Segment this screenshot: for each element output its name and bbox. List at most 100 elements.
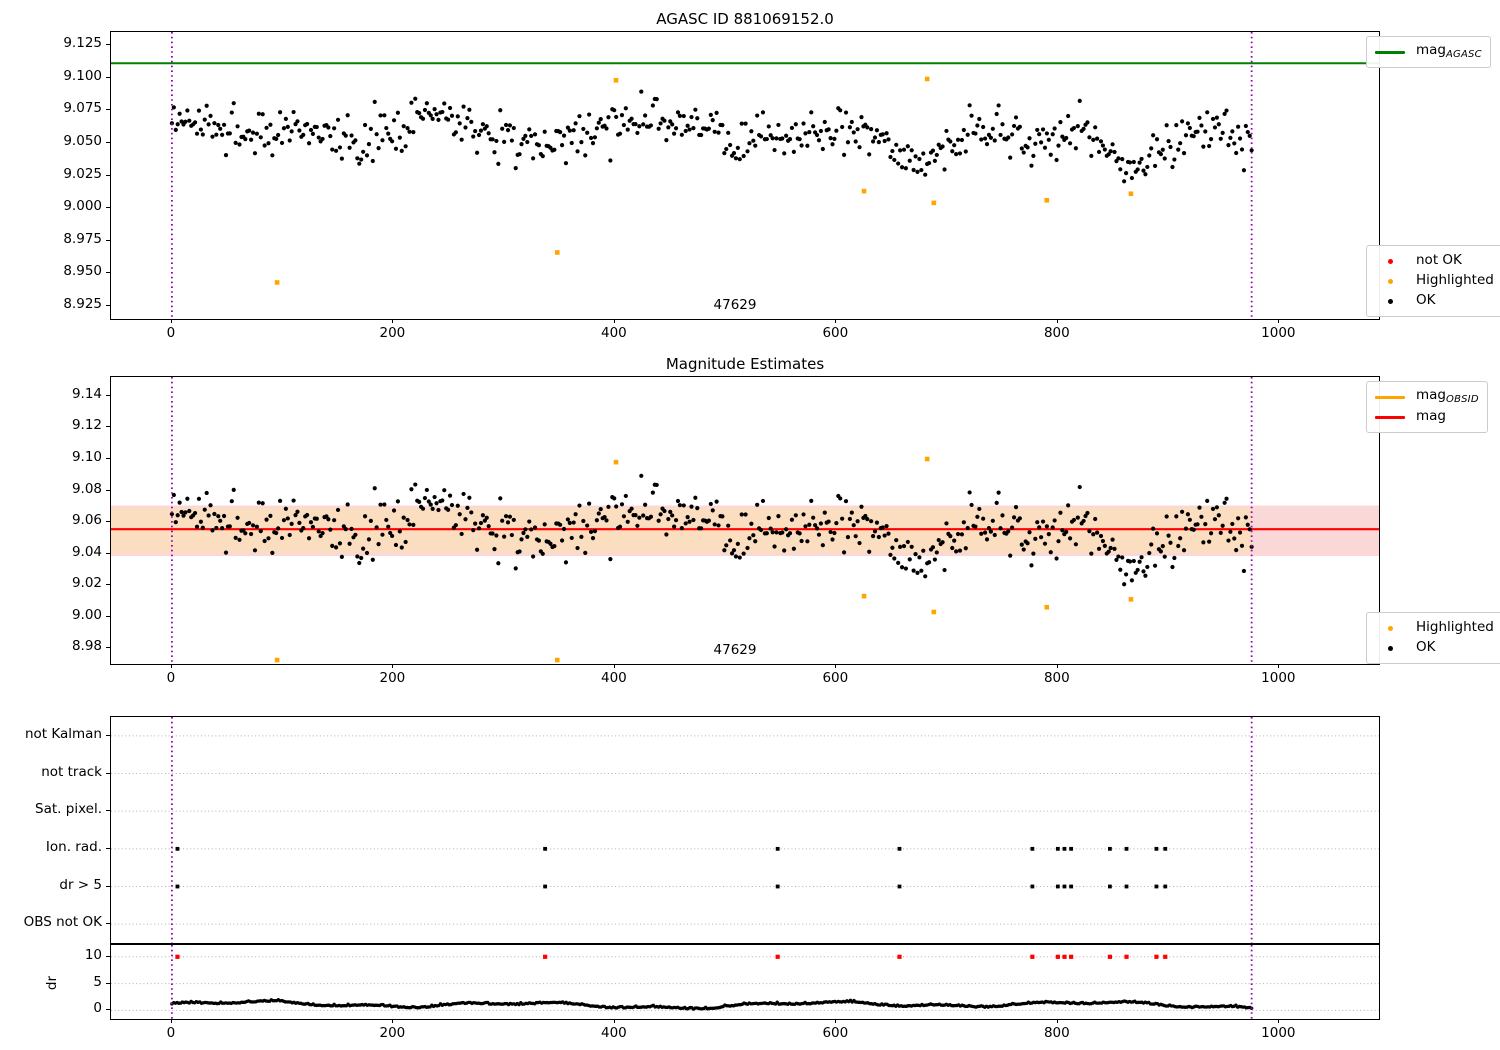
- panel3-category-label: not track: [41, 763, 102, 780]
- legend-label: OK: [1416, 639, 1436, 656]
- panel4-ytick-label: 5: [93, 973, 102, 990]
- panel2-legend-marker-entry[interactable]: Highlighted: [1373, 618, 1494, 638]
- legend-dot-icon: [1373, 645, 1407, 651]
- panel4-axes: [110, 944, 1380, 1020]
- legend-line-swatch: [1375, 395, 1405, 399]
- panel2-xtick-mark: [613, 664, 615, 668]
- legend-dot-swatch: [1387, 258, 1393, 264]
- panel1-ytick-label: 8.925: [63, 295, 102, 312]
- flag-points: [175, 884, 1168, 889]
- panel2-legend-line-entry[interactable]: magOBSID: [1373, 387, 1479, 407]
- legend-line-icon: [1373, 395, 1407, 399]
- legend-line-swatch: [1375, 50, 1405, 54]
- panel2-legend-line-entry[interactable]: mag: [1373, 407, 1479, 427]
- legend-label: Highlighted: [1416, 619, 1494, 636]
- panel2-legend-lines[interactable]: magOBSID mag: [1366, 381, 1488, 433]
- panel2-obsid-annotation: 47629: [713, 642, 757, 658]
- panel2-ytick-label: 9.04: [71, 543, 102, 560]
- panel1-legend-markers[interactable]: not OK Highlighted OK: [1366, 245, 1500, 317]
- panel2-ytick-mark: [106, 489, 110, 491]
- legend-dot-icon: [1373, 258, 1407, 264]
- panel4-xtick-label: 0: [166, 1025, 176, 1041]
- panel1-xtick-mark: [835, 319, 837, 323]
- panel4-xtick-mark: [835, 1019, 837, 1023]
- panel2-ytick-mark: [106, 426, 110, 428]
- panel2-axes: [110, 376, 1380, 665]
- panel2-ok-points: [169, 473, 1254, 587]
- panel3-ytick-mark: [106, 847, 110, 849]
- panel3-ytick-mark: [106, 772, 110, 774]
- legend-dot-swatch: [1387, 298, 1393, 304]
- panel1-xtick-mark: [392, 319, 394, 323]
- panel1-ok-points: [169, 89, 1254, 184]
- panel4-ytick-label: 10: [84, 946, 102, 963]
- panel2-ytick-mark: [106, 394, 110, 396]
- panel1-xtick-mark: [1056, 319, 1058, 323]
- panel1-ytick-label: 9.000: [63, 198, 102, 215]
- legend-label: magAGASC: [1416, 42, 1482, 60]
- panel2-ytick-label: 9.14: [71, 385, 102, 402]
- panel4-xtick-label: 800: [1043, 1025, 1070, 1041]
- panel2-ytick-label: 9.00: [71, 606, 102, 623]
- panel2-xtick-mark: [392, 664, 394, 668]
- confidence-band: [111, 507, 1252, 553]
- panel2-ytick-label: 9.10: [71, 449, 102, 465]
- panel1-xtick-mark: [613, 319, 615, 323]
- panel1-ytick-mark: [106, 174, 110, 176]
- panel1-xtick-label: 800: [1043, 325, 1070, 341]
- legend-label-subscript: AGASC: [1446, 48, 1482, 60]
- panel2-title: Magnitude Estimates: [665, 355, 825, 373]
- panel1-xtick-label: 400: [600, 325, 627, 341]
- panel2-legend-marker-entry[interactable]: OK: [1373, 638, 1494, 658]
- panel1-legend-marker-entry[interactable]: not OK: [1373, 251, 1494, 271]
- panel4-xtick-label: 600: [822, 1025, 849, 1041]
- not-ok-markers: [175, 954, 1168, 959]
- panel2-xtick-mark: [835, 664, 837, 668]
- panel2-ytick-mark: [106, 647, 110, 649]
- panel2-ytick-label: 9.06: [71, 512, 102, 529]
- panel2-ytick-mark: [106, 521, 110, 523]
- panel1-legend-marker-entry[interactable]: Highlighted: [1373, 271, 1494, 291]
- panel1-ytick-mark: [106, 76, 110, 78]
- legend-line-icon: [1373, 50, 1407, 54]
- panel1-ytick-label: 9.075: [63, 100, 102, 117]
- panel1-xtick-mark: [1278, 319, 1280, 323]
- panel1-ytick-mark: [106, 304, 110, 306]
- panel1-ytick-mark: [106, 272, 110, 274]
- legend-dot-icon: [1373, 298, 1407, 304]
- panel4-xtick-mark: [613, 1019, 615, 1023]
- legend-dot-swatch: [1387, 645, 1393, 651]
- panel1-ytick-mark: [106, 207, 110, 209]
- panel1-legend-magagasc[interactable]: magAGASC: [1366, 36, 1491, 68]
- panel3-ytick-mark: [106, 810, 110, 812]
- panel2-ytick-mark: [106, 584, 110, 586]
- panel1-ytick-label: 8.950: [63, 263, 102, 280]
- panel1-legend-marker-entry[interactable]: OK: [1373, 291, 1494, 311]
- panel3-category-label: dr > 5: [59, 876, 102, 893]
- panel1-legend-line-entry[interactable]: magAGASC: [1373, 42, 1482, 62]
- panel4-xtick-label: 1000: [1261, 1025, 1296, 1041]
- panel3-category-label: OBS not OK: [23, 914, 102, 931]
- panel2-legend-markers[interactable]: Highlighted OK: [1366, 612, 1500, 664]
- panel2-xtick-label: 600: [822, 670, 849, 686]
- panel3-axes: [110, 716, 1380, 944]
- panel1-ytick-label: 9.025: [63, 165, 102, 182]
- legend-label-subscript: OBSID: [1446, 393, 1479, 405]
- panel1-axes: [110, 31, 1380, 320]
- panel1-xtick-label: 600: [822, 325, 849, 341]
- panel4-ytick-label: 0: [93, 1000, 102, 1017]
- panel1-xtick-mark: [170, 319, 172, 323]
- panel2-xtick-mark: [1278, 664, 1280, 668]
- legend-dot-swatch: [1387, 625, 1393, 631]
- panel2-ytick-mark: [106, 615, 110, 617]
- panel3-ytick-mark: [106, 923, 110, 925]
- panel1-ytick-mark: [106, 109, 110, 111]
- panel2-ytick-mark: [106, 458, 110, 459]
- legend-line-swatch: [1375, 415, 1405, 419]
- panel2-ytick-label: 9.02: [71, 575, 102, 592]
- panel1-highlighted-points: [274, 76, 1134, 285]
- panel2-xtick-label: 0: [166, 670, 176, 686]
- legend-dot-swatch: [1387, 278, 1393, 284]
- panel2-xtick-label: 400: [600, 670, 627, 686]
